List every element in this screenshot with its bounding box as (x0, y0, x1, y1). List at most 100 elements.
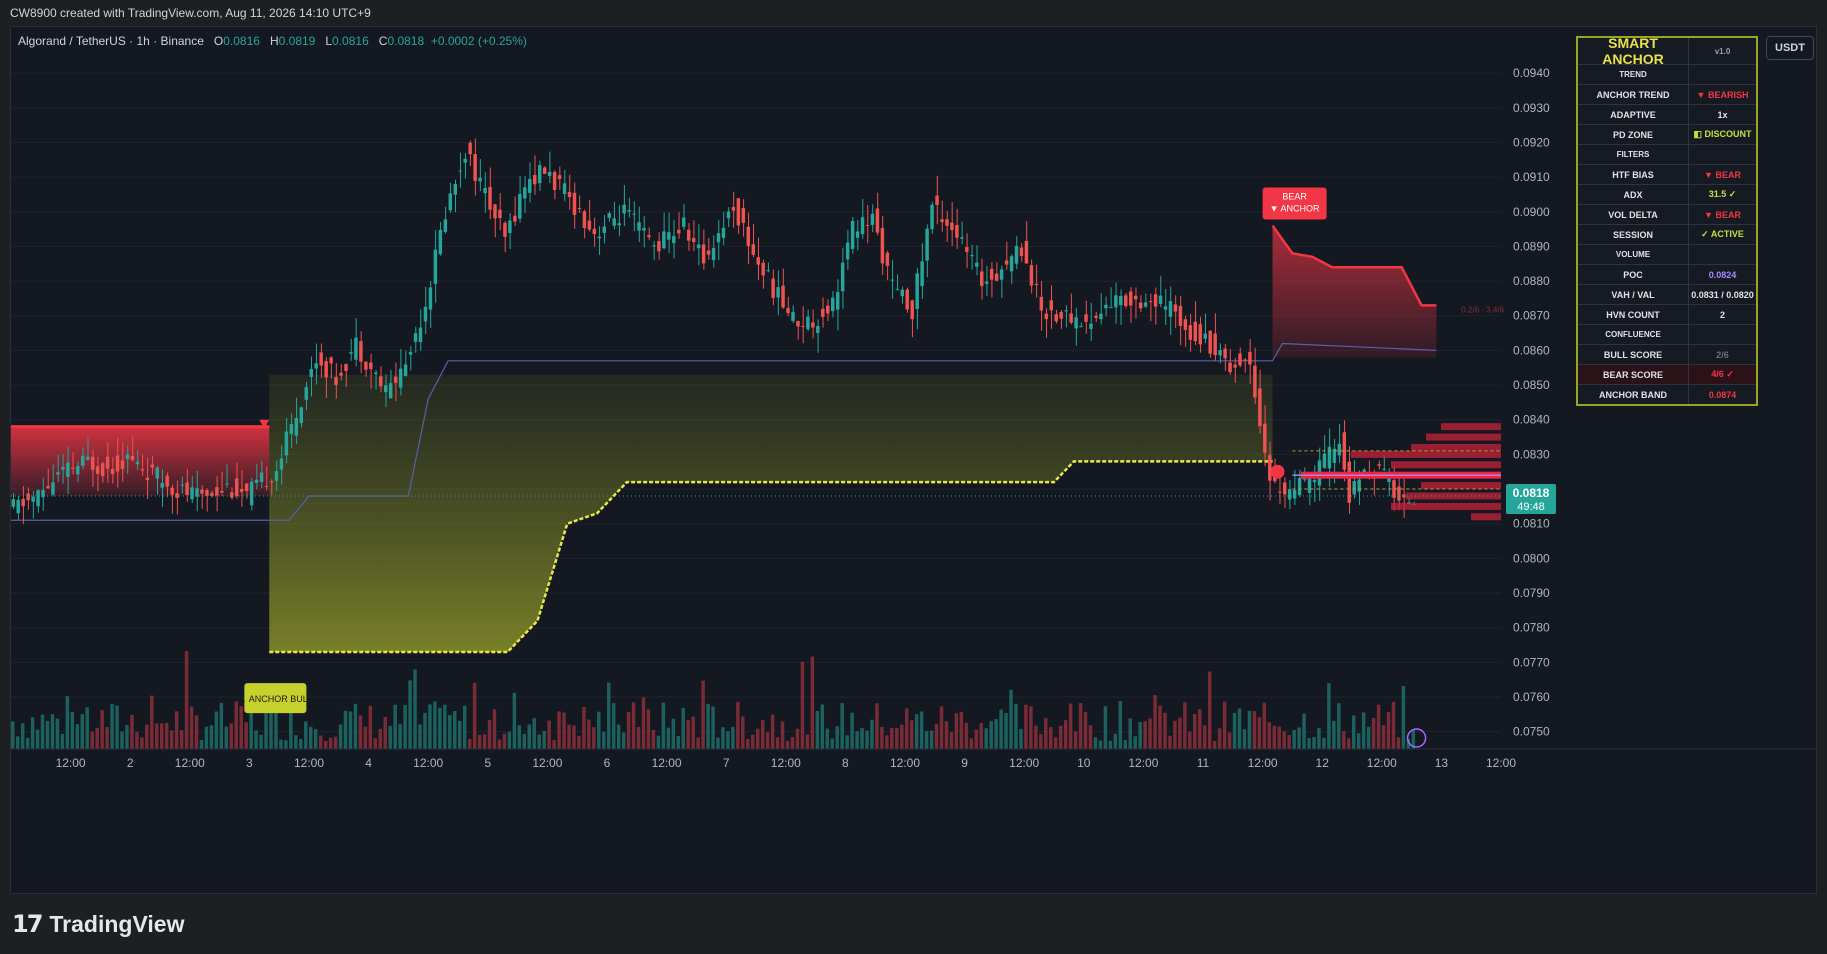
volume-bar (1262, 702, 1267, 749)
candle-body (1312, 480, 1317, 483)
bear-anchor-text-1: BEAR (1282, 192, 1307, 202)
candle-body (831, 297, 835, 312)
candle-body (1054, 314, 1058, 322)
candle-body (185, 482, 189, 495)
volume-bar (507, 731, 512, 749)
anchor-bull-label (244, 683, 307, 714)
candle-body (309, 369, 313, 377)
volume-bar (1322, 737, 1326, 749)
volume-bar (35, 729, 40, 749)
candle-body (1138, 302, 1143, 309)
panel-row-label: CONFLUENCE (1578, 325, 1689, 344)
volume-bar (428, 704, 432, 749)
panel-row-value: 2/6 (1716, 349, 1729, 360)
panel-title: SMART ANCHOR (1578, 35, 1689, 67)
volume-bar (1307, 738, 1311, 749)
candle-body (756, 257, 760, 265)
candle-body (840, 262, 845, 292)
panel-row-value: 0.0831 / 0.0820 (1691, 289, 1754, 300)
volume-bar (989, 721, 993, 749)
candle-body (1392, 480, 1396, 498)
candle-body (721, 227, 726, 238)
x-tick-label: 7 (723, 756, 730, 770)
volume-bar (909, 720, 914, 749)
volume-bar (1282, 731, 1286, 749)
volume-bar (671, 718, 676, 749)
volume-bar (1073, 731, 1078, 749)
panel-row-value (1689, 65, 1756, 84)
volume-bar (234, 701, 238, 749)
volume-bar (60, 733, 65, 749)
y-tick-label: 0.0900 (1513, 205, 1550, 219)
candle-body (776, 287, 780, 298)
volume-bar (204, 726, 209, 749)
y-tick-label: 0.0800 (1513, 551, 1550, 565)
volume-bar (805, 734, 810, 749)
volume-bar (731, 726, 735, 749)
volume-bar (423, 712, 427, 749)
volume-bar (249, 709, 253, 749)
volume-bar (1352, 715, 1356, 749)
volume-bar (1158, 705, 1162, 749)
candle-body (388, 383, 393, 399)
candle-body (726, 211, 731, 219)
candle-body (244, 483, 249, 491)
candle-body (1203, 333, 1207, 339)
volume-bar (726, 731, 730, 749)
volume-bar (587, 719, 591, 749)
volume-profile-bar (1421, 482, 1501, 490)
candle-body (180, 484, 184, 486)
volume-bar (1356, 733, 1361, 749)
x-tick-label: 9 (961, 756, 968, 770)
candle-body (458, 170, 462, 172)
volume-bar (1039, 734, 1043, 749)
volume-bar (318, 735, 323, 749)
candle-body (577, 208, 582, 210)
panel-row-value: ◧ DISCOUNT (1693, 129, 1752, 139)
candle-body (994, 273, 999, 281)
volume-bar (1327, 683, 1331, 749)
candle-body (801, 325, 805, 327)
candle-body (105, 456, 110, 469)
candle-body (999, 269, 1004, 280)
candle-body (1079, 326, 1083, 328)
footer-brand[interactable]: 𝟭𝟳 TradingView (12, 910, 184, 939)
candle-body (1397, 486, 1401, 501)
volume-bar (145, 724, 149, 749)
panel-row-label: ANCHOR BAND (1578, 385, 1689, 404)
volume-bar (45, 721, 50, 749)
volume-bar (1247, 710, 1252, 749)
candle-body (1004, 260, 1009, 265)
volume-bar (1342, 731, 1346, 749)
bear-triangle-icon (259, 419, 270, 429)
y-tick-label: 0.0880 (1513, 274, 1550, 288)
volume-bar (1163, 712, 1167, 749)
candle-body (269, 481, 274, 483)
volume-bar (50, 714, 55, 749)
volume-bar (527, 724, 531, 749)
panel-row-label: ANCHOR TREND (1578, 85, 1689, 104)
volume-bar (1044, 718, 1048, 749)
volume-bar (1337, 703, 1341, 749)
candle-body (145, 477, 150, 480)
candle-body (528, 178, 532, 193)
volume-bar (224, 726, 229, 749)
chart-area[interactable]: 0.0940 0.0930 0.0920 0.0910 0.0900 0.0890 0.08… (10, 26, 1817, 894)
candle-body (379, 376, 383, 387)
lightning-icon (1406, 728, 1427, 748)
volume-bar (751, 734, 755, 749)
y-tick-label: 0.0760 (1513, 690, 1550, 704)
candle-body (1124, 295, 1128, 307)
currency-button[interactable]: USDT (1766, 36, 1814, 60)
volume-bar (1004, 712, 1008, 749)
candle-body (935, 195, 939, 205)
volume-bar (408, 680, 412, 749)
bear-signal-dot (1270, 464, 1285, 479)
candle-body (468, 142, 472, 155)
volume-bar (1098, 740, 1103, 749)
volume-bar (1217, 728, 1222, 749)
candle-body (1282, 482, 1287, 495)
price-chart[interactable]: 0.0940 0.0930 0.0920 0.0910 0.0900 0.0890 0.08… (11, 27, 1816, 893)
volume-bar (373, 738, 378, 749)
candle-body (51, 482, 55, 495)
